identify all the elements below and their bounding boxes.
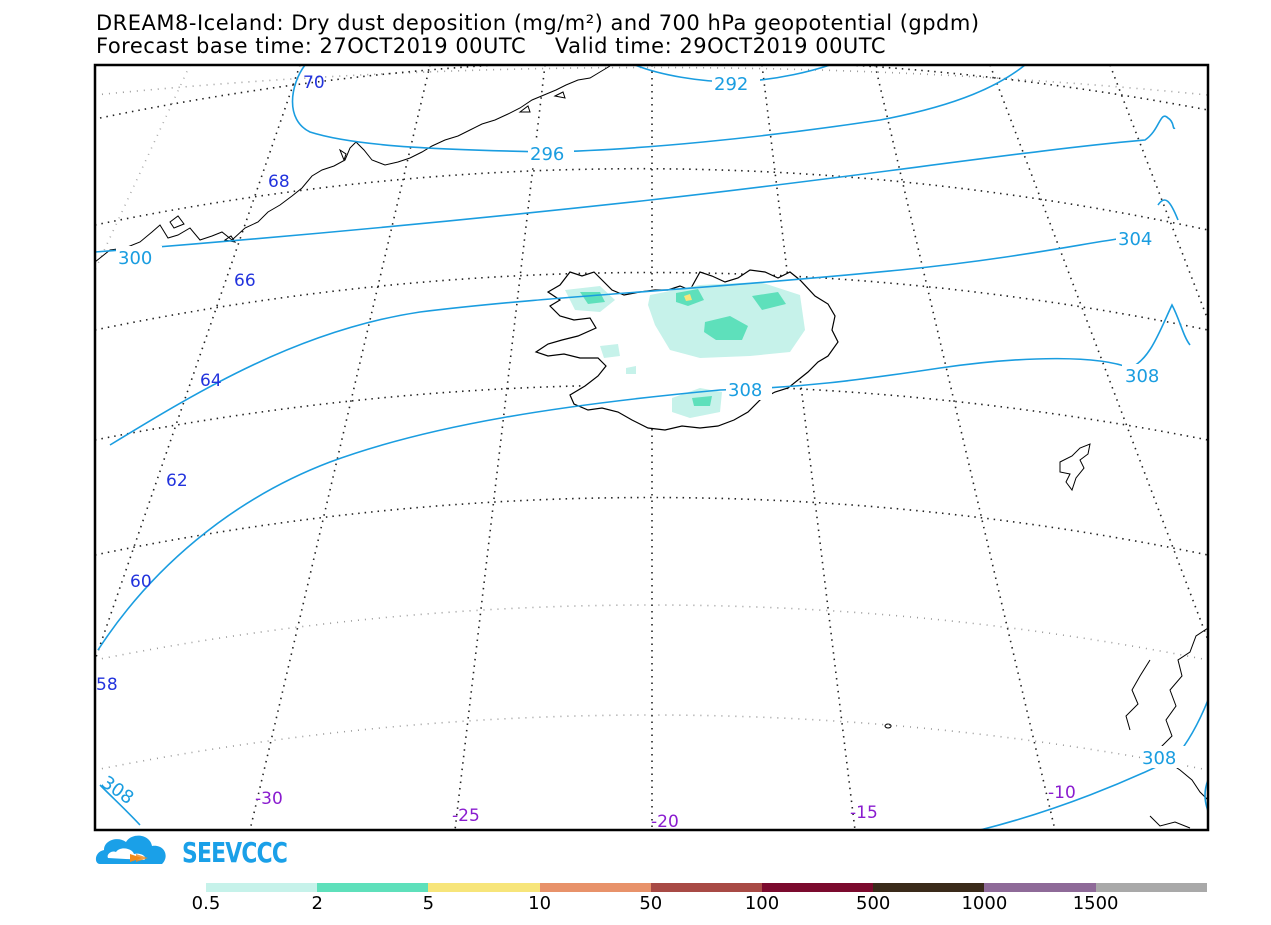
legend-swatch	[762, 883, 874, 892]
legend-swatch	[206, 883, 318, 892]
greenland-coast	[95, 65, 611, 263]
lon-label: -20	[651, 812, 679, 832]
lat-label: 70	[303, 73, 325, 93]
longitude-labels: -30 -25 -20 -15 -10	[255, 783, 1076, 832]
faroe-islands	[1059, 443, 1091, 492]
lat-label: 60	[130, 572, 152, 592]
contour-label-292: 292	[714, 74, 748, 95]
lon-label: -10	[1048, 783, 1076, 803]
legend-label: 500	[856, 893, 891, 914]
lon-label: -30	[255, 789, 283, 809]
geopotential-contours	[95, 65, 1208, 830]
legend-swatch	[650, 883, 763, 892]
contour-label-308: 308	[97, 772, 137, 809]
contour-label-300: 300	[118, 248, 152, 269]
contour-label-308: 308	[728, 380, 762, 401]
legend-label: 10	[528, 893, 552, 914]
contour-label-308: 308	[1142, 748, 1176, 769]
legend-swatch	[317, 883, 429, 892]
legend-label: 5	[422, 893, 435, 914]
map-title: DREAM8-Iceland: Dry dust deposition (mg/…	[96, 11, 980, 35]
lat-label: 68	[268, 172, 290, 192]
contour-label-304: 304	[1118, 229, 1152, 250]
latitude-labels: 70 68 66 64 62 60 58	[96, 73, 325, 695]
legend-label: 1500	[1072, 893, 1119, 914]
seevccc-logo-icon	[95, 835, 166, 864]
dust-deposition-field	[565, 282, 805, 418]
lat-label: 62	[166, 471, 188, 491]
norway-coast	[1125, 627, 1208, 829]
lat-label: 66	[234, 271, 256, 291]
legend-swatch	[539, 883, 652, 892]
lon-label: -15	[850, 803, 878, 823]
legend-label: 1000	[961, 893, 1008, 914]
legend-label: 50	[639, 893, 663, 914]
lat-label: 58	[96, 675, 118, 695]
map-frame	[93, 63, 1210, 832]
seevccc-logo-text: SEEVCCC	[182, 836, 288, 869]
legend-swatch	[984, 883, 1097, 892]
map-subtitle: Forecast base time: 27OCT2019 00UTC Vali…	[96, 34, 887, 58]
lon-label: -25	[452, 806, 480, 826]
legend-label: 0.5	[191, 893, 221, 914]
greenland-islands	[169, 91, 566, 243]
small-island	[884, 723, 892, 729]
contour-labels: 292 296 300 304 308 308 308 308	[97, 74, 1176, 809]
legend-label: 100	[744, 893, 780, 914]
contour-label-296: 296	[530, 144, 564, 165]
legend-swatch	[428, 883, 541, 892]
lat-label: 64	[200, 371, 222, 391]
contour-label-308: 308	[1125, 366, 1159, 387]
longitude-lines	[95, 65, 1208, 830]
legend-swatch	[873, 883, 985, 892]
legend-swatch	[1095, 883, 1208, 892]
legend-label: 2	[311, 893, 323, 914]
